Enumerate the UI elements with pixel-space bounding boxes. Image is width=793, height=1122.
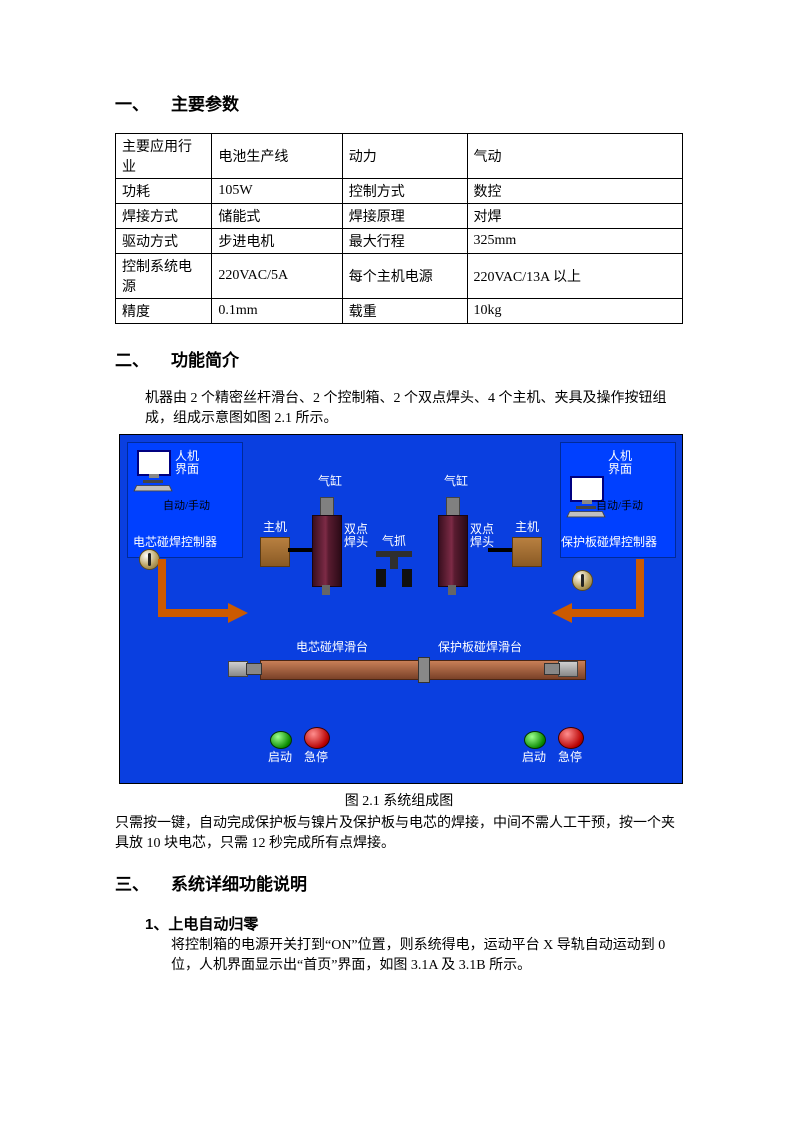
section2-heading: 二、 功能简介 <box>115 346 683 371</box>
cyl-right-label: 气缸 <box>444 475 468 489</box>
table-cell: 220VAC/13A 以上 <box>467 254 682 299</box>
table-cell: 步进电机 <box>212 229 342 254</box>
table-cell: 驱动方式 <box>116 229 212 254</box>
slide-left <box>260 660 422 680</box>
table-cell: 功耗 <box>116 179 212 204</box>
table-row: 功耗105W控制方式数控 <box>116 179 683 204</box>
section3-heading: 三、 系统详细功能说明 <box>115 870 683 895</box>
estop-label: 急停 <box>558 751 582 765</box>
estop-label: 急停 <box>304 751 328 765</box>
table-cell: 电池生产线 <box>212 134 342 179</box>
table-cell: 最大行程 <box>342 229 467 254</box>
section2-title: 功能简介 <box>171 351 239 370</box>
sub1-num: 1、 <box>145 916 168 933</box>
slide-right-label: 保护板碰焊滑台 <box>438 641 522 655</box>
host-right-box <box>512 537 542 567</box>
coupling-left <box>246 663 262 675</box>
host-right-label: 主机 <box>515 521 539 535</box>
cyl-left-label: 气缸 <box>318 475 342 489</box>
table-cell: 0.1mm <box>212 299 342 324</box>
table-cell: 精度 <box>116 299 212 324</box>
motor-left <box>228 661 248 677</box>
table-cell: 载重 <box>342 299 467 324</box>
start-label: 启动 <box>268 751 292 765</box>
after-diagram-para: 只需按一键，自动完成保护板与镍片及保护板与电芯的焊接，中间不需人工干预，按一个夹… <box>115 814 683 855</box>
motor-right <box>558 661 578 677</box>
system-diagram: 人机界面人机界面自动/手动自动/手动电芯碰焊控制器保护板碰焊控制器主机主机气缸气… <box>119 434 683 784</box>
cylinder-rod-top <box>320 497 334 517</box>
table-cell: 数控 <box>467 179 682 204</box>
start-button <box>524 731 546 749</box>
sub1-title: 上电自动归零 <box>168 916 258 933</box>
table-cell: 105W <box>212 179 342 204</box>
head-left-label: 双点焊头 <box>344 523 368 551</box>
table-row: 主要应用行业电池生产线动力气动 <box>116 134 683 179</box>
sub1-para: 将控制箱的电源开关打到“ON”位置，则系统得电，运动平台 X 导轨自动运动到 0… <box>171 936 683 977</box>
section3-num: 三、 <box>115 875 149 894</box>
table-cell: 对焊 <box>467 204 682 229</box>
table-cell: 主要应用行业 <box>116 134 212 179</box>
table-row: 精度0.1mm载重10kg <box>116 299 683 324</box>
cylinder-rod-bottom <box>448 585 456 595</box>
figure-caption: 图 2.1 系统组成图 <box>115 790 683 810</box>
gripper-finger-l <box>376 569 386 587</box>
cylinder-body <box>312 515 342 587</box>
head-right-label: 双点焊头 <box>470 523 494 551</box>
cylinder-rod-top <box>446 497 460 517</box>
section3-sub1: 1、上电自动归零 <box>145 913 683 934</box>
table-row: 焊接方式储能式焊接原理对焊 <box>116 204 683 229</box>
table-cell: 储能式 <box>212 204 342 229</box>
gripper-stem <box>390 557 398 569</box>
cylinder-rod-bottom <box>322 585 330 595</box>
spec-table: 主要应用行业电池生产线动力气动功耗105W控制方式数控焊接方式储能式焊接原理对焊… <box>115 133 683 324</box>
coupling-right <box>544 663 560 675</box>
host-left-label: 主机 <box>263 521 287 535</box>
arrows <box>120 435 682 783</box>
section1-title: 主要参数 <box>171 95 239 114</box>
table-cell: 控制系统电源 <box>116 254 212 299</box>
host-left-box <box>260 537 290 567</box>
section2-para: 机器由 2 个精密丝杆滑台、2 个控制箱、2 个双点焊头、4 个主机、夹具及操作… <box>145 389 683 430</box>
section1-heading: 一、 主要参数 <box>115 90 683 115</box>
table-cell: 控制方式 <box>342 179 467 204</box>
table-cell: 220VAC/5A <box>212 254 342 299</box>
slide-joint <box>418 657 430 683</box>
table-cell: 每个主机电源 <box>342 254 467 299</box>
table-row: 驱动方式步进电机最大行程325mm <box>116 229 683 254</box>
gripper-finger-r <box>402 569 412 587</box>
section2-num: 二、 <box>115 351 149 370</box>
table-cell: 焊接方式 <box>116 204 212 229</box>
start-button <box>270 731 292 749</box>
slide-left-label: 电芯碰焊滑台 <box>296 641 368 655</box>
bar <box>288 548 312 552</box>
section3-title: 系统详细功能说明 <box>171 875 307 894</box>
section1-num: 一、 <box>115 95 149 114</box>
start-label: 启动 <box>522 751 546 765</box>
table-cell: 10kg <box>467 299 682 324</box>
table-cell: 焊接原理 <box>342 204 467 229</box>
estop-button <box>304 727 330 749</box>
cylinder-body <box>438 515 468 587</box>
table-cell: 动力 <box>342 134 467 179</box>
gripper-label: 气抓 <box>382 535 406 549</box>
table-cell: 气动 <box>467 134 682 179</box>
table-row: 控制系统电源220VAC/5A每个主机电源220VAC/13A 以上 <box>116 254 683 299</box>
table-cell: 325mm <box>467 229 682 254</box>
estop-button <box>558 727 584 749</box>
